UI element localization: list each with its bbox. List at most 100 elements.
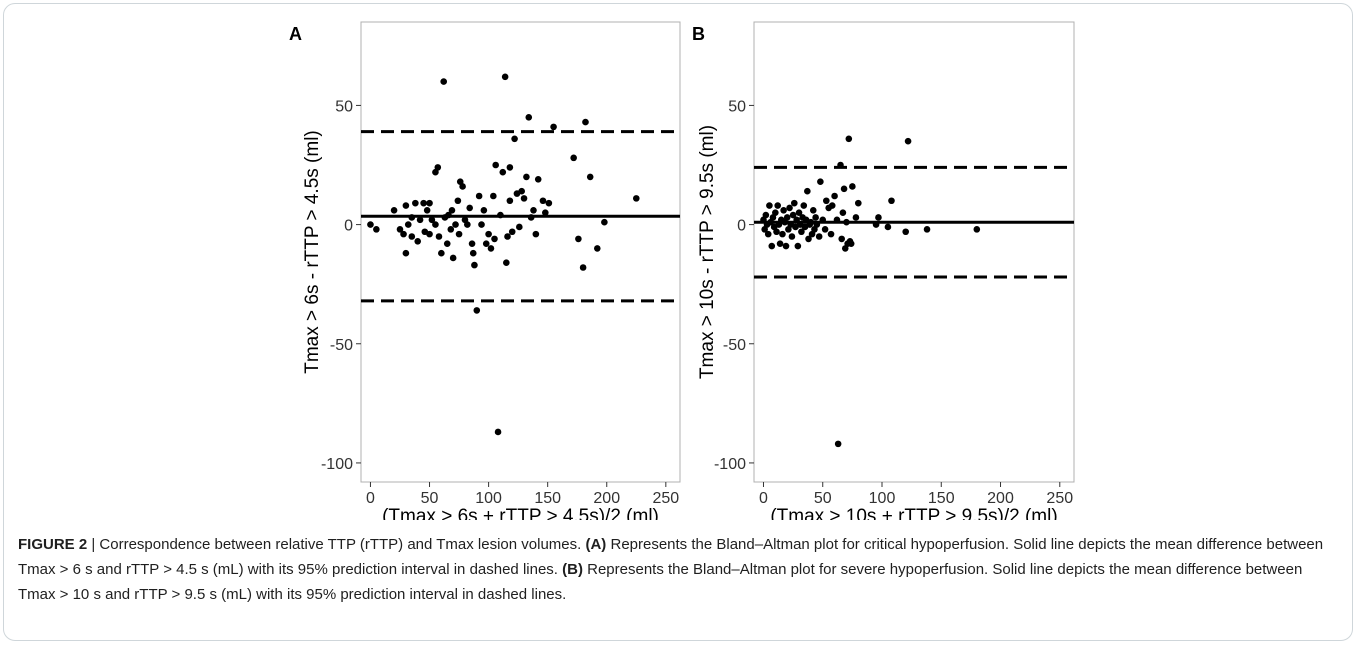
panel-a: A -100 -50 0 50 0 50 100 150 200 250 Tmax > 6s -… [289,21,681,520]
panel-a-x-tick-label: 100 [475,490,502,507]
panel-b-frame [753,21,1075,483]
panel-a-point [452,221,459,228]
panel-b-points [760,135,981,448]
panel-a-point [455,230,463,238]
panel-b: B -100 -50 0 50 0 50 100 150 200 250 Tmax > 10s … [692,21,1075,520]
panel-a-x-tick-label: 50 [421,490,439,507]
panel-b-x-tick-label: 0 [759,490,768,507]
panel-b-y-tick-label: -100 [714,456,746,473]
panel-a-x-tick-label: 250 [652,490,679,507]
panel-b-point [884,223,892,231]
panel-b-point [795,209,803,216]
panel-b-point [837,161,844,169]
panel-a-point [582,118,589,126]
panel-b-letter: B [692,24,705,44]
panel-a-point [367,221,374,228]
panel-a-y-tick-label: -50 [330,337,353,354]
panel-b-point [833,216,841,224]
panel-a-point [491,235,498,243]
panel-b-point [849,183,856,190]
panel-b-point [779,230,786,238]
panel-b-point [888,197,895,205]
panel-b-point [843,218,850,226]
panel-b-point [794,242,802,250]
panel-a-point [523,173,530,181]
panel-b-point [902,228,910,236]
panel-a-point [518,187,525,195]
panel-a-point [396,226,404,233]
panel-a-point [478,221,485,228]
caption-a-text: Represents the Bland–Altman plot for cri… [18,536,1324,578]
panel-a-point [530,206,537,214]
panel-a-point [586,173,594,181]
panel-a-point [501,73,509,81]
panel-a-point [390,206,398,214]
panel-b-point [786,204,793,212]
panel-b-point [773,228,780,236]
panel-a-point [475,192,483,200]
panel-b-point [831,192,838,200]
panel-a-point [423,206,431,214]
panel-b-point [834,440,842,448]
panel-a-point [402,202,410,209]
panel-a-point [550,123,557,131]
panel-a-points [367,73,640,436]
panel-b-y-tick-label: 50 [728,98,746,115]
panel-b-x-tick-label: 200 [987,490,1014,507]
panel-a-point [459,183,466,190]
panel-a-point [499,168,507,176]
panel-a-point [503,259,510,267]
panel-b-point [766,202,773,209]
panel-a-point [516,223,523,231]
panel-b-point [813,221,821,228]
panel-a-point [632,195,640,202]
panel-b-point [817,178,824,185]
panel-a-point [473,307,481,314]
panel-a-point [539,197,547,205]
panel-a-y-tick-label: 0 [344,218,353,235]
caption-a-label: (A) [585,536,607,553]
panel-b-point [904,137,912,145]
panel-b-point [800,202,808,209]
panel-a-point [434,164,442,171]
panel-a-point [542,209,549,216]
panel-a-point [482,240,490,247]
panel-b-point [793,216,800,224]
panel-b-point [845,135,853,143]
panel-a-point [447,226,455,233]
panel-a-point [506,197,514,205]
panel-a-point [408,233,416,240]
panel-b-point [774,202,782,209]
panel-a-point [601,218,608,226]
panel-b-point [807,218,815,226]
panel-b-point [768,242,776,250]
panel-a-point [412,199,419,207]
panel-a-y-tick-label: -100 [321,456,353,473]
panel-b-point [840,185,848,193]
panel-a-y-axis: -100 -50 0 50 [321,98,361,473]
panel-a-frame [360,21,681,483]
panel-a-point [445,211,452,219]
panel-a-point [511,135,518,143]
panel-a-point [438,249,445,257]
panel-a-point [497,211,504,219]
panel-a-point [579,264,587,271]
figure-frame [3,3,1353,641]
panel-b-point [789,211,797,219]
panel-b-point [762,211,770,219]
caption-intro: Correspondence between relative TTP (rTT… [99,536,586,553]
panel-a-x-axis: 0 50 100 150 200 250 [366,482,679,507]
panel-a-point [426,230,433,238]
panel-b-x-label: (Tmax > 10s + rTTP > 9.5s)/2 (ml) [770,506,1057,520]
panel-a-point [480,206,488,214]
panel-b-x-tick-label: 50 [814,490,832,507]
panel-a-point [466,204,473,212]
panel-a-point [469,249,477,257]
panel-a-point [428,216,436,224]
panel-b-point [780,206,787,214]
panel-a-point [494,428,502,436]
panel-a-point [426,199,433,207]
panel-a-point [416,216,424,224]
panel-b-point [875,214,882,221]
panel-a-y-tick-label: 50 [335,98,353,115]
